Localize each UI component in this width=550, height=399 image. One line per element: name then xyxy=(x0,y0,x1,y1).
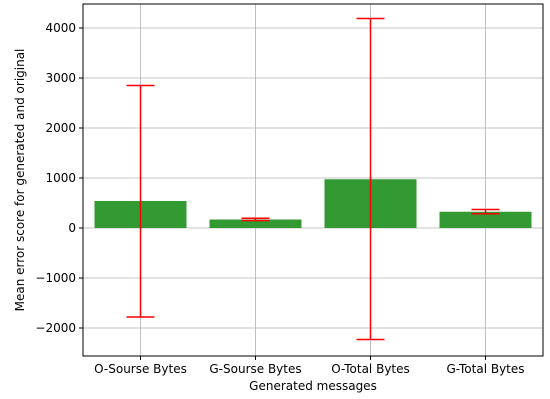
y-tick-label: 0 xyxy=(68,221,76,235)
bar xyxy=(439,211,532,228)
tick-layer: −2000 −1000 0 1000 2000 3000 4000 O-Sourse Byte… xyxy=(35,21,524,376)
x-tick-label: G-Total Bytes xyxy=(446,362,524,376)
y-tick-label: −2000 xyxy=(35,321,76,335)
y-tick-label: 1000 xyxy=(45,171,76,185)
y-tick-label: 4000 xyxy=(45,21,76,35)
x-axis-label: Generated messages xyxy=(249,379,377,393)
x-tick-label: O-Sourse Bytes xyxy=(94,362,187,376)
y-axis-label: Mean error score for generated and origi… xyxy=(13,49,27,312)
error-bar-layer xyxy=(126,17,500,341)
plot-frame xyxy=(82,3,544,357)
grid-layer xyxy=(83,4,543,356)
bar xyxy=(209,219,302,228)
y-tick-label: 2000 xyxy=(45,121,76,135)
y-tick-label: 3000 xyxy=(45,71,76,85)
bar-layer xyxy=(94,179,532,228)
x-tick-label: G-Sourse Bytes xyxy=(209,362,301,376)
y-tick-label: −1000 xyxy=(35,271,76,285)
x-tick-label: O-Total Bytes xyxy=(331,362,410,376)
